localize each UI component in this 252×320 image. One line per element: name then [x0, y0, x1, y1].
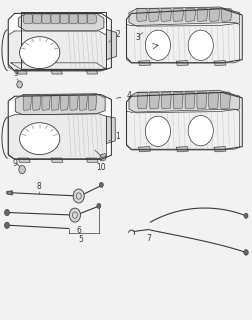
Polygon shape [149, 92, 159, 109]
Polygon shape [42, 14, 51, 24]
Polygon shape [176, 147, 187, 152]
Text: 6: 6 [76, 226, 81, 235]
Polygon shape [18, 158, 30, 162]
Polygon shape [33, 14, 42, 24]
Polygon shape [51, 158, 62, 162]
Circle shape [17, 81, 22, 88]
Text: 8: 8 [37, 181, 41, 191]
Polygon shape [7, 191, 13, 195]
Ellipse shape [145, 116, 170, 147]
Text: 5: 5 [78, 235, 83, 244]
Polygon shape [51, 95, 59, 110]
Polygon shape [220, 92, 230, 109]
Polygon shape [126, 109, 239, 149]
Text: 9: 9 [14, 69, 19, 78]
Polygon shape [8, 95, 111, 159]
Polygon shape [136, 9, 147, 21]
Polygon shape [106, 29, 116, 60]
Polygon shape [208, 92, 218, 109]
Text: 10: 10 [96, 163, 106, 172]
Polygon shape [59, 14, 69, 24]
Circle shape [99, 182, 103, 188]
Ellipse shape [187, 30, 212, 60]
Polygon shape [161, 92, 171, 109]
Polygon shape [213, 60, 225, 65]
Polygon shape [79, 95, 87, 110]
Circle shape [19, 165, 25, 174]
Polygon shape [8, 114, 106, 159]
Text: 2: 2 [108, 30, 119, 42]
Polygon shape [87, 14, 96, 24]
Polygon shape [176, 60, 187, 65]
Polygon shape [138, 60, 150, 65]
Text: 1: 1 [108, 132, 119, 141]
Polygon shape [138, 147, 150, 152]
Ellipse shape [19, 37, 59, 68]
Polygon shape [18, 13, 103, 31]
Polygon shape [106, 116, 115, 143]
Polygon shape [196, 92, 206, 109]
Text: 4: 4 [116, 91, 131, 100]
Polygon shape [99, 154, 106, 161]
Ellipse shape [145, 30, 170, 60]
Polygon shape [208, 9, 219, 21]
Polygon shape [220, 9, 231, 21]
Circle shape [97, 203, 101, 208]
Polygon shape [126, 92, 241, 150]
Polygon shape [126, 22, 239, 63]
Polygon shape [69, 14, 78, 24]
Polygon shape [23, 14, 33, 24]
Text: 9: 9 [12, 159, 17, 168]
Text: 3: 3 [135, 33, 140, 42]
Polygon shape [8, 31, 106, 71]
Polygon shape [60, 95, 69, 110]
Polygon shape [78, 14, 87, 24]
Ellipse shape [187, 116, 212, 146]
Polygon shape [16, 70, 27, 74]
Polygon shape [70, 95, 78, 110]
Polygon shape [8, 13, 111, 71]
Polygon shape [42, 95, 50, 110]
Polygon shape [23, 95, 32, 110]
Polygon shape [126, 9, 241, 63]
Polygon shape [15, 94, 105, 115]
Polygon shape [129, 7, 239, 26]
Polygon shape [86, 158, 98, 162]
Circle shape [5, 209, 10, 216]
Circle shape [73, 189, 84, 203]
Polygon shape [51, 70, 62, 74]
Polygon shape [184, 92, 194, 109]
Ellipse shape [19, 123, 59, 155]
Polygon shape [148, 9, 159, 21]
Polygon shape [184, 9, 195, 21]
Polygon shape [33, 95, 41, 110]
Polygon shape [172, 9, 183, 21]
Polygon shape [137, 92, 147, 109]
Polygon shape [196, 9, 207, 21]
Circle shape [243, 213, 247, 218]
Polygon shape [51, 14, 60, 24]
Polygon shape [160, 9, 171, 21]
Polygon shape [213, 147, 225, 152]
Polygon shape [11, 63, 106, 69]
Polygon shape [21, 12, 106, 69]
Circle shape [243, 250, 247, 255]
Text: 7: 7 [146, 234, 151, 243]
Polygon shape [129, 91, 239, 113]
Polygon shape [173, 92, 182, 109]
Circle shape [5, 222, 10, 228]
Circle shape [69, 208, 80, 222]
Polygon shape [86, 70, 97, 74]
Polygon shape [88, 95, 97, 110]
